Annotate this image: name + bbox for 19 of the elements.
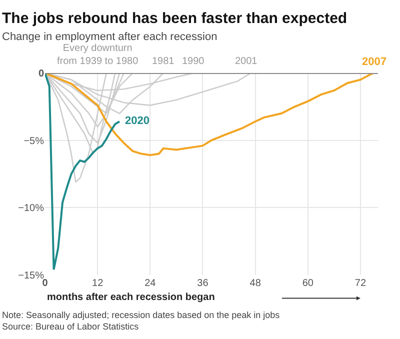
annotation: Every downturn from 1939 to 1980 [57, 43, 139, 67]
text: Note: Seasonally adjusted; recession dates based on the peak in jobs Source: Bureau of Labor Statistics [2, 310, 280, 332]
x-axis-title: months after each recession began [47, 292, 215, 303]
annotation: 2001 [235, 56, 258, 67]
chart-subtitle: Change in employment after each recession [2, 31, 218, 43]
x-tick-label: 36 [197, 278, 209, 289]
x-tick-label: 48 [250, 278, 262, 289]
x-tick-label: 12 [92, 278, 104, 289]
y-tick-label: −10% [18, 203, 44, 214]
chart-title: The jobs rebound has been faster than expected [2, 10, 348, 27]
x-tick-label: 72 [354, 278, 366, 289]
y-tick-label: 0 [38, 68, 44, 80]
annotation: 1981 [152, 56, 175, 67]
annotation: 1990 [182, 56, 205, 67]
x-tick-label: 24 [144, 278, 156, 289]
x-tick-label: 60 [302, 278, 314, 289]
y-tick-label: −5% [24, 136, 44, 147]
series-label: 2007 [362, 56, 386, 68]
series-label: 2020 [125, 115, 150, 127]
